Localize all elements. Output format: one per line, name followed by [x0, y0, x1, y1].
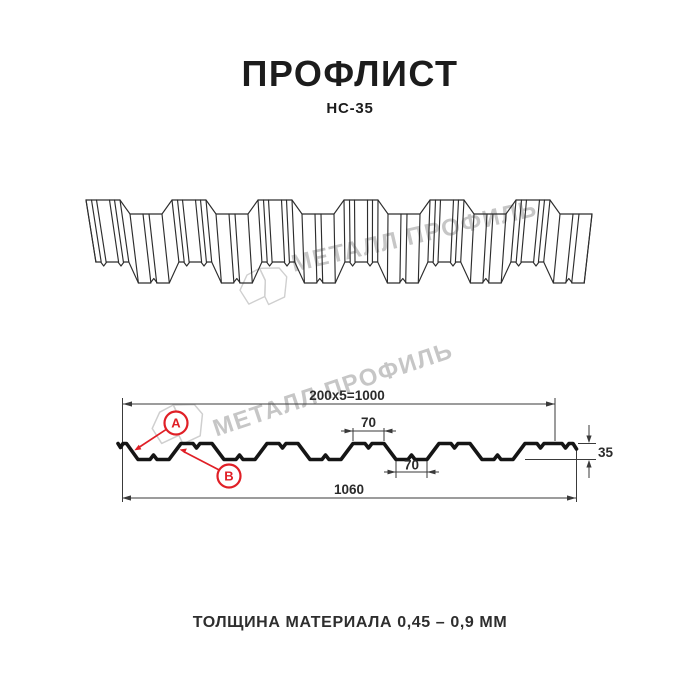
extension-line	[395, 461, 428, 478]
dim-valley-width-value: 70	[404, 458, 419, 473]
extension-line	[525, 443, 596, 460]
material-thickness-note: ТОЛЩИНА МАТЕРИАЛА 0,45 – 0,9 ММ	[192, 614, 508, 631]
dim-top-width-value: 200x5=1000	[309, 388, 384, 403]
dim-crest-width-value: 70	[361, 415, 376, 430]
arrowhead	[122, 495, 131, 501]
arrowhead	[567, 495, 576, 501]
callout-b: В	[179, 448, 242, 489]
page-title: ПРОФЛИСТ	[241, 53, 459, 94]
callout-a-label: А	[171, 416, 181, 431]
extension-line	[352, 428, 385, 441]
dim-total-width-value: 1060	[334, 482, 364, 497]
sheet-3d-view	[85, 199, 593, 284]
arrowhead	[123, 401, 132, 407]
arrowhead	[384, 428, 393, 434]
callout-b-label: В	[224, 469, 233, 484]
arrowhead	[546, 401, 555, 407]
callout-a-circle	[163, 410, 189, 436]
profile-model-name: НС-35	[326, 100, 374, 117]
arrowhead	[344, 428, 353, 434]
callout-b-circle	[216, 463, 242, 489]
callout-a: А	[134, 410, 189, 451]
profile-cross-section-outline	[116, 441, 579, 462]
arrowhead	[586, 435, 592, 443]
brand-logo-watermark	[233, 258, 294, 313]
arrowhead	[427, 469, 436, 475]
arrowhead	[586, 460, 592, 468]
arrowhead	[387, 469, 396, 475]
dim-height-value: 35	[598, 445, 614, 460]
cross-section-view: 200x5=1000 70 70 35 1060 А В	[116, 388, 614, 502]
